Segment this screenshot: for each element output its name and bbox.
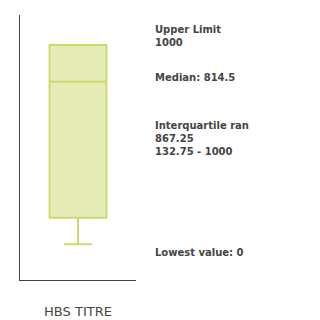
svg-text:Lowest value: 0: Lowest value: 0 [155, 247, 244, 258]
svg-text:Median: 814.5: Median: 814.5 [155, 72, 235, 83]
svg-text:HBS TITRE: HBS TITRE [44, 304, 112, 319]
svg-text:Interquartile ran867.25132.75: Interquartile ran867.25132.75 - 1000 [155, 120, 249, 157]
svg-text:Upper Limit1000: Upper Limit1000 [155, 24, 221, 48]
